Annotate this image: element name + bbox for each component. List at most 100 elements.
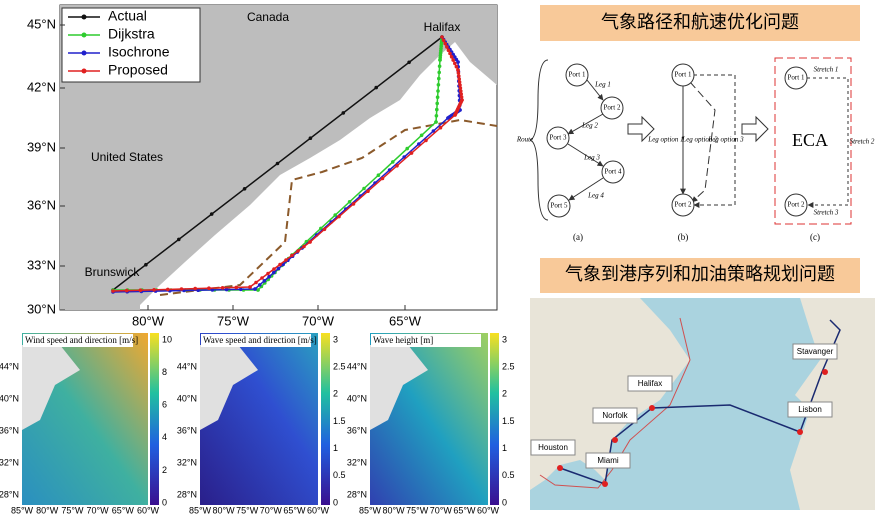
label-box bbox=[627, 375, 673, 392]
route-marker bbox=[179, 287, 184, 291]
caption: (b) bbox=[678, 232, 689, 242]
header-bar bbox=[540, 5, 860, 41]
route-marker bbox=[248, 285, 252, 289]
route-marker bbox=[431, 129, 436, 133]
route-marker bbox=[435, 95, 440, 99]
route-marker bbox=[458, 86, 463, 90]
y-tick-label: 44°N bbox=[0, 361, 19, 371]
y-tick-label: 40°N bbox=[347, 393, 367, 403]
route-marker bbox=[138, 288, 143, 293]
colorbar-label: 0 bbox=[502, 497, 507, 507]
route-marker bbox=[448, 51, 452, 56]
y-tick-label: 32°N bbox=[0, 457, 19, 467]
y-tick-label: 33°N bbox=[27, 257, 56, 272]
route-marker bbox=[351, 202, 356, 206]
colorbar-label: 8 bbox=[162, 367, 167, 377]
colorbar bbox=[321, 333, 330, 505]
x-tick-label: 75°W bbox=[61, 505, 84, 515]
route-marker bbox=[436, 83, 441, 87]
edge-label: Leg option 1 bbox=[647, 136, 683, 144]
colorbar-label: 0 bbox=[162, 497, 167, 507]
route-marker bbox=[440, 35, 444, 39]
node-label: Port 2 bbox=[788, 201, 805, 209]
x-tick-label: 80°W bbox=[213, 505, 236, 515]
panel-title: Wind speed and direction [m/s] bbox=[25, 335, 138, 345]
route-marker bbox=[290, 253, 294, 258]
route-marker bbox=[380, 176, 385, 181]
route-marker bbox=[207, 286, 211, 291]
x-tick-label: 70°W bbox=[302, 313, 335, 328]
legend-label: Isochrone bbox=[108, 44, 170, 60]
route-marker bbox=[262, 279, 267, 283]
label-box bbox=[592, 407, 638, 424]
route-marker bbox=[260, 276, 264, 280]
legend-label: Dijkstra bbox=[108, 26, 155, 42]
node-label: Port 2 bbox=[675, 201, 692, 209]
colorbar-label: 2.5 bbox=[333, 362, 346, 372]
route-marker bbox=[449, 55, 454, 59]
route-marker bbox=[453, 61, 457, 66]
route-marker bbox=[437, 70, 442, 75]
legend-marker bbox=[81, 32, 87, 38]
x-tick-label: 85°W bbox=[11, 505, 34, 515]
edge-label: Stretch 1 bbox=[814, 66, 839, 74]
route-marker bbox=[435, 101, 440, 106]
route-marker bbox=[224, 287, 229, 292]
y-tick-label: 36°N bbox=[0, 425, 19, 435]
colorbar-label: 1.5 bbox=[502, 416, 515, 426]
route-marker bbox=[454, 64, 459, 69]
x-tick-label: 80°W bbox=[36, 505, 59, 515]
caption: (a) bbox=[573, 232, 583, 242]
route-marker bbox=[419, 133, 424, 138]
route-marker bbox=[209, 212, 214, 216]
y-tick-label: 44°N bbox=[177, 361, 197, 371]
route-marker bbox=[152, 288, 156, 292]
title-bg bbox=[371, 334, 481, 347]
route-marker bbox=[308, 240, 312, 244]
x-tick-label: 85°W bbox=[359, 505, 382, 515]
colorbar bbox=[490, 333, 499, 505]
edge-label: Leg 1 bbox=[594, 81, 611, 89]
route-marker bbox=[443, 41, 448, 46]
node-label: Port 2 bbox=[604, 104, 621, 112]
colorbar-label: 1 bbox=[333, 443, 338, 453]
panel-title: Wave height [m] bbox=[373, 335, 433, 345]
x-tick-label: 60°W bbox=[307, 505, 330, 515]
colorbar-label: 0.5 bbox=[502, 470, 515, 480]
y-tick-label: 40°N bbox=[0, 393, 19, 403]
route-marker bbox=[333, 213, 338, 217]
route-marker bbox=[347, 200, 352, 204]
route-marker bbox=[456, 68, 460, 72]
edge-label: Stretch 2 bbox=[850, 138, 875, 146]
route-marker bbox=[319, 226, 323, 231]
node-label: Port 3 bbox=[550, 134, 567, 142]
y-tick-label: 45°N bbox=[27, 16, 56, 31]
route-marker bbox=[451, 58, 456, 62]
route-marker bbox=[456, 71, 461, 75]
colorbar-label: 1.5 bbox=[333, 416, 346, 426]
x-tick-label: 80°W bbox=[383, 505, 406, 515]
colorbar-label: 2.5 bbox=[502, 362, 515, 372]
header: 气象路径和航速优化问题 bbox=[601, 12, 799, 32]
place-label: Canada bbox=[247, 10, 289, 24]
y-tick-label: 36°N bbox=[27, 197, 56, 212]
panel-title: Wave speed and direction [m/s] bbox=[203, 335, 317, 345]
route-marker bbox=[395, 164, 399, 168]
node-label: Port 4 bbox=[605, 168, 622, 176]
label-box bbox=[792, 343, 838, 360]
route-marker bbox=[434, 120, 438, 124]
route-marker bbox=[196, 288, 200, 293]
route-marker bbox=[459, 92, 464, 96]
node-label: Port 5 bbox=[551, 202, 568, 210]
route-marker bbox=[457, 74, 461, 78]
route-marker bbox=[266, 271, 270, 276]
colorbar-label: 2 bbox=[162, 465, 167, 475]
header-bar bbox=[540, 258, 860, 293]
route-marker bbox=[434, 114, 439, 118]
x-tick-label: 85°W bbox=[189, 505, 212, 515]
colorbar-label: 3 bbox=[502, 334, 507, 344]
route-marker bbox=[284, 258, 288, 262]
route-marker bbox=[337, 214, 341, 219]
colorbar-label: 0 bbox=[333, 497, 338, 507]
